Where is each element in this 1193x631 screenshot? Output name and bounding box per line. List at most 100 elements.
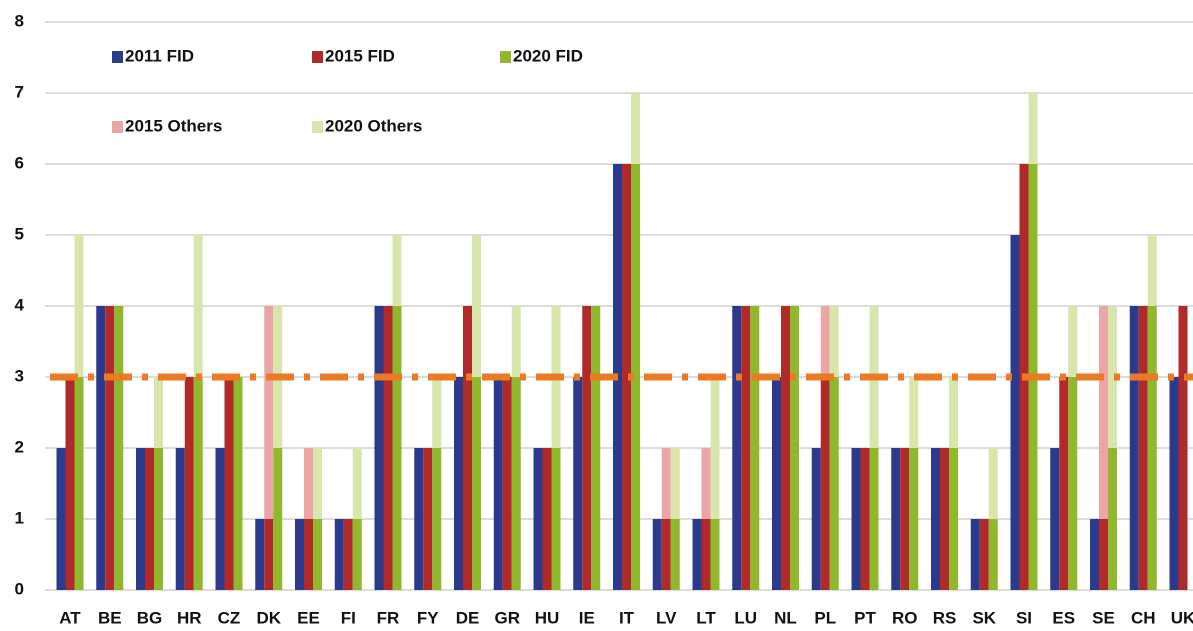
- bar: [710, 519, 720, 590]
- legend-swatch: [112, 121, 123, 133]
- bar: [154, 448, 163, 590]
- bar: [670, 448, 680, 519]
- bar: [313, 448, 322, 519]
- bar: [772, 377, 781, 590]
- bar: [1129, 306, 1139, 590]
- y-tick-label: 4: [15, 295, 25, 314]
- legend-swatch: [500, 51, 511, 63]
- bar: [175, 448, 185, 590]
- bar: [392, 235, 402, 306]
- x-tick-label: CZ: [218, 608, 241, 627]
- bar: [891, 448, 901, 590]
- legend-label: 2015 FID: [325, 46, 395, 65]
- bar: [542, 448, 552, 590]
- bar: [851, 448, 861, 590]
- bar: [154, 377, 163, 448]
- y-tick-label: 0: [15, 579, 24, 598]
- bar: [334, 519, 344, 590]
- bar: [383, 306, 393, 590]
- legend-swatch: [112, 51, 123, 63]
- bar: [374, 306, 384, 590]
- bar: [215, 448, 225, 590]
- bar: [1028, 93, 1038, 164]
- bar: [1147, 235, 1157, 306]
- y-tick-label: 5: [15, 224, 24, 243]
- bar: [233, 377, 243, 590]
- bar: [1010, 235, 1020, 590]
- bar: [1108, 306, 1117, 448]
- y-tick-label: 2: [15, 437, 24, 456]
- y-tick-label: 8: [15, 11, 24, 30]
- x-tick-label: LT: [696, 608, 716, 627]
- bar: [573, 377, 583, 590]
- bar: [264, 306, 274, 519]
- x-tick-label: PL: [814, 608, 836, 627]
- bar: [732, 306, 742, 590]
- bar: [931, 448, 940, 590]
- bar: [502, 377, 512, 590]
- bar: [414, 448, 424, 590]
- legend-label: 2015 Others: [125, 116, 222, 135]
- bar: [710, 377, 720, 519]
- bar: [295, 519, 304, 590]
- bar: [622, 164, 631, 590]
- bar: [701, 519, 711, 590]
- bar: [631, 164, 640, 590]
- bar: [454, 377, 463, 590]
- bar: [74, 377, 84, 590]
- bar: [1099, 519, 1108, 590]
- bar: [869, 448, 879, 590]
- y-tick-label: 1: [15, 508, 24, 527]
- x-tick-label: LV: [656, 608, 677, 627]
- bar: [193, 235, 203, 377]
- y-tick-label: 7: [15, 82, 24, 101]
- bar: [909, 377, 919, 448]
- x-tick-label: EE: [297, 608, 320, 627]
- bar: [1099, 306, 1108, 519]
- bar: [820, 377, 830, 590]
- bar: [74, 235, 84, 377]
- x-tick-label: AT: [59, 608, 81, 627]
- bar: [304, 519, 313, 590]
- bar: [1169, 377, 1179, 590]
- bar: [701, 448, 711, 519]
- x-tick-label: LU: [734, 608, 757, 627]
- bar: [273, 448, 283, 590]
- bar: [1147, 306, 1157, 590]
- x-tick-label: FI: [341, 608, 356, 627]
- bar: [105, 306, 115, 590]
- bar: [860, 448, 870, 590]
- bar: [224, 377, 234, 590]
- bar: [1138, 306, 1148, 590]
- bar: [423, 448, 433, 590]
- bar: [631, 93, 640, 164]
- x-tick-label: NL: [774, 608, 797, 627]
- x-tick-label: CH: [1131, 608, 1156, 627]
- x-tick-label: IT: [619, 608, 635, 627]
- legend-swatch: [312, 51, 323, 63]
- legend-label: 2020 Others: [325, 116, 422, 135]
- x-tick-label: IE: [579, 608, 595, 627]
- bar: [392, 306, 402, 590]
- bar: [692, 519, 702, 590]
- bar: [661, 519, 671, 590]
- bar: [661, 448, 671, 519]
- bar: [1068, 377, 1078, 590]
- bar: [949, 377, 958, 448]
- x-tick-label: UK: [1171, 608, 1193, 627]
- bar: [949, 448, 958, 590]
- bar: [820, 306, 830, 377]
- bar: [352, 519, 362, 590]
- y-tick-label: 3: [15, 366, 24, 385]
- bar: [750, 306, 760, 590]
- bar: [463, 306, 472, 590]
- bar: [1059, 377, 1069, 590]
- x-tick-label: ES: [1052, 608, 1075, 627]
- bar: [96, 306, 106, 590]
- x-tick-label: GR: [495, 608, 521, 627]
- x-tick-label: BG: [137, 608, 163, 627]
- bar: [741, 306, 751, 590]
- bar: [193, 377, 203, 590]
- bar: [591, 306, 601, 590]
- bar: [65, 377, 75, 590]
